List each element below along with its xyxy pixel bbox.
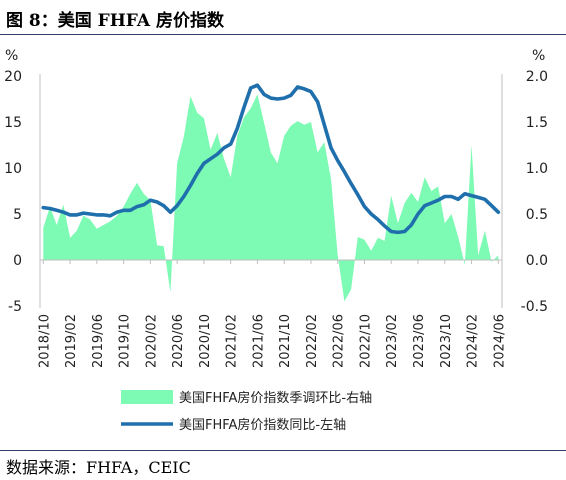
x-tick-label: 2019/06 xyxy=(91,314,106,368)
right-tick-label: -0.5 xyxy=(521,299,548,315)
source-rule xyxy=(0,450,566,451)
x-tick-label: 2023/02 xyxy=(385,314,400,368)
legend-label-mom: 美国FHFA房价指数季调环比-右轴 xyxy=(179,390,372,406)
tick-label-layer: -5 0 5 10 15 20% -0.5 0.0 0.5 1.0 1.5 2.0% 2018/10 20… xyxy=(4,48,548,368)
x-tick-label: 2022/10 xyxy=(359,314,374,368)
left-tick-label: 10 xyxy=(4,161,22,177)
figure-title: 图 8：美国 FHFA 房价指数 xyxy=(6,11,224,31)
area-series-mom xyxy=(43,94,499,302)
x-tick-label: 2019/10 xyxy=(118,314,133,368)
legend-label-yoy: 美国FHFA房价指数同比-左轴 xyxy=(179,417,346,433)
x-tick-label: 2020/02 xyxy=(144,314,159,368)
x-tick-label: 2022/02 xyxy=(305,314,320,368)
right-tick-label: 1.0 xyxy=(526,161,548,177)
right-tick-label: 2.0 xyxy=(526,69,548,85)
line-series-layer xyxy=(41,83,501,235)
x-tick-label: 2019/02 xyxy=(64,314,79,368)
x-tick-label: 2022/06 xyxy=(332,314,347,368)
x-tick-label: 2021/06 xyxy=(251,314,266,368)
right-tick-label: 0.0 xyxy=(526,253,548,269)
axis-layer xyxy=(39,74,503,308)
left-axis-unit: % xyxy=(5,48,18,64)
area-series-layer xyxy=(43,94,499,302)
x-tick-label: 2024/06 xyxy=(492,314,507,368)
x-tick-label: 2024/02 xyxy=(466,314,481,368)
right-axis-unit: % xyxy=(532,48,545,64)
source-note: 数据来源：FHFA，CEIC xyxy=(6,458,191,477)
x-tick-label: 2020/06 xyxy=(171,314,186,368)
legend-swatch-mom xyxy=(121,390,173,404)
line-series-yoy xyxy=(41,83,501,235)
chart: -5 0 5 10 15 20% -0.5 0.0 0.5 1.0 1.5 2.0% 2018/10 20… xyxy=(4,48,548,433)
title-rule xyxy=(0,34,566,35)
x-tick-label: 2023/10 xyxy=(439,314,454,368)
x-tick-label: 2021/10 xyxy=(278,314,293,368)
left-tick-label: 5 xyxy=(13,207,22,223)
left-tick-label: -5 xyxy=(8,299,22,315)
x-tick-label: 2021/02 xyxy=(225,314,240,368)
left-tick-label: 15 xyxy=(4,115,22,131)
left-tick-label: 20 xyxy=(4,69,22,85)
left-tick-label: 0 xyxy=(13,253,22,269)
right-tick-label: 0.5 xyxy=(526,207,548,223)
x-tick-label: 2018/10 xyxy=(37,314,52,368)
right-tick-label: 1.5 xyxy=(526,115,548,131)
x-tick-label: 2023/06 xyxy=(412,314,427,368)
x-tick-label: 2020/10 xyxy=(198,314,213,368)
